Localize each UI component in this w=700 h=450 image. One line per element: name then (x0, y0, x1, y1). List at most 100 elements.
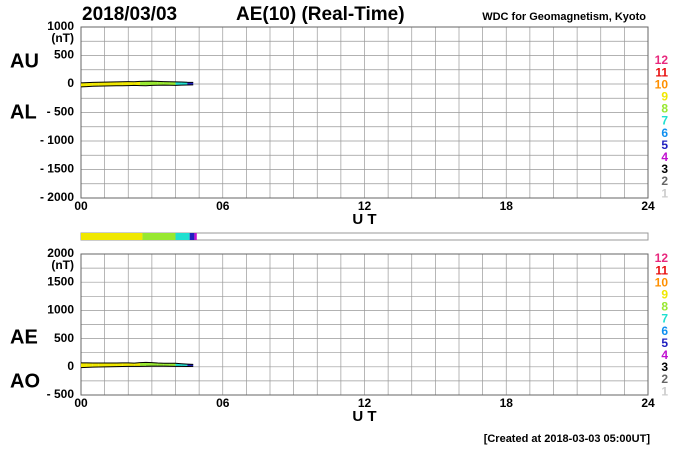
plot-frame (80, 253, 649, 396)
activity-fill (187, 82, 194, 86)
x-tick-label: 24 (641, 396, 655, 410)
y-tick-label: 1000 (47, 19, 74, 33)
y-unit: (nT) (51, 258, 74, 272)
activity-fill (134, 362, 141, 367)
plot-frame (80, 26, 649, 199)
x-tick-label: 12 (358, 199, 372, 213)
activity-fill (140, 362, 146, 367)
y-tick-label: 500 (54, 48, 74, 62)
series-label: AL (10, 101, 37, 123)
y-tick-label: - 500 (47, 105, 75, 119)
activity-fill (145, 362, 152, 367)
x-axis-label: U T (352, 211, 376, 228)
activity-fill (181, 82, 188, 86)
legend-label: 6 (661, 324, 668, 338)
legend-label: 7 (661, 114, 668, 128)
activity-fill (92, 362, 99, 368)
activity-fill (163, 363, 170, 367)
legend-label: 2 (661, 372, 668, 386)
activity-fill (145, 81, 152, 86)
activity-bar (81, 233, 143, 240)
y-tick-label: 0 (67, 359, 74, 373)
activity-fill (128, 362, 135, 367)
y-tick-label: 1500 (47, 274, 74, 288)
y-tick-label: 0 (67, 76, 74, 90)
legend-label: 9 (661, 89, 668, 103)
series-line (80, 84, 194, 88)
activity-bar (194, 233, 197, 240)
x-tick-label: 06 (216, 396, 230, 410)
legend-label: 5 (661, 336, 668, 350)
activity-fill (175, 81, 182, 86)
activity-fill (98, 82, 105, 87)
legend-label: 12 (655, 251, 669, 265)
y-tick-label: 500 (54, 331, 74, 345)
series-label: AU (10, 50, 39, 72)
activity-fill (110, 362, 117, 367)
activity-fill (134, 81, 141, 86)
chart-title: AE(10) (Real-Time) (236, 4, 405, 25)
activity-fill (116, 362, 123, 367)
y-tick-label: 1000 (47, 303, 74, 317)
legend-label: 4 (661, 348, 668, 362)
legend-label: 6 (661, 126, 668, 140)
activity-fill (86, 82, 93, 87)
activity-fill (157, 81, 164, 86)
legend-label: 12 (655, 53, 669, 67)
legend-label: 4 (661, 150, 668, 164)
activity-fill (169, 363, 176, 367)
legend-label: 7 (661, 312, 668, 326)
x-tick-label: 00 (74, 396, 88, 410)
series-line (80, 365, 194, 369)
activity-fill (81, 362, 87, 368)
date: 2018/03/03 (82, 4, 177, 25)
activity-fill (92, 82, 99, 87)
source: WDC for Geomagnetism, Kyoto (482, 11, 646, 23)
activity-fill (140, 81, 146, 86)
activity-fill (81, 82, 87, 87)
activity-fill (169, 81, 176, 86)
x-tick-label: 24 (641, 199, 655, 213)
activity-fill (122, 81, 129, 86)
footer: [Created at 2018-03-03 05:00UT] (484, 433, 651, 445)
activity-bar (175, 233, 190, 240)
activity-fill (157, 363, 164, 367)
legend-label: 8 (661, 300, 668, 314)
legend-label: 1 (661, 384, 668, 398)
x-tick-label: 18 (500, 396, 514, 410)
activity-bar (142, 233, 176, 240)
legend-label: 11 (655, 65, 668, 79)
series-line (80, 80, 194, 84)
x-tick-label: 12 (358, 396, 372, 410)
series-label: AE (10, 326, 38, 348)
x-tick-label: 00 (74, 199, 88, 213)
activity-fill (116, 81, 123, 86)
x-tick-label: 18 (500, 199, 514, 213)
y-unit: (nT) (51, 31, 74, 45)
series-line (81, 361, 194, 365)
legend-label: 11 (655, 263, 668, 277)
activity-bar (189, 233, 195, 240)
legend-label: 3 (661, 360, 668, 374)
activity-fill (128, 81, 135, 86)
activity-fill (122, 362, 129, 367)
activity-fill (110, 81, 117, 86)
legend-label: 10 (655, 77, 669, 91)
legend-label: 9 (661, 287, 668, 301)
x-axis-label: U T (352, 408, 376, 425)
series-label: AO (10, 370, 40, 392)
x-tick-label: 06 (216, 199, 230, 213)
legend-label: 5 (661, 138, 668, 152)
y-tick-label: 2000 (47, 246, 74, 260)
y-tick-label: - 2000 (40, 190, 74, 204)
y-tick-label: - 1500 (40, 162, 74, 176)
activity-fill (104, 363, 111, 367)
y-tick-label: - 1000 (40, 133, 74, 147)
legend-label: 3 (661, 162, 668, 176)
activity-fill (86, 362, 93, 368)
legend-label: 10 (655, 275, 669, 289)
legend-label: 2 (661, 174, 668, 188)
activity-fill (151, 81, 158, 86)
activity-fill (151, 362, 158, 367)
